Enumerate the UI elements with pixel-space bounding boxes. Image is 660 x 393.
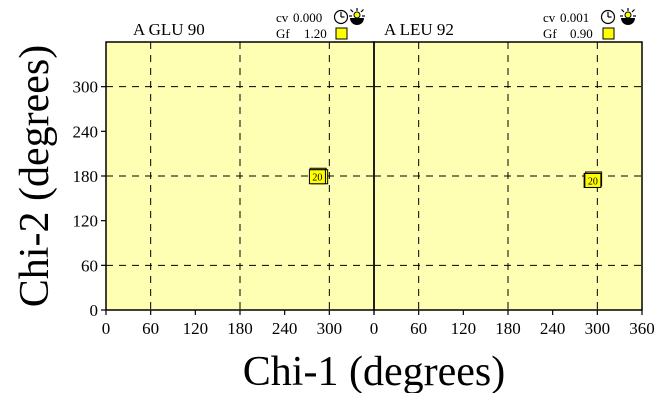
y-tick-label: 180	[73, 167, 99, 186]
x-tick-label: 180	[495, 319, 521, 338]
sun-icon	[349, 8, 365, 25]
yellow-square-icon	[335, 27, 348, 40]
x-tick-label: 240	[540, 319, 566, 338]
data-point	[584, 172, 602, 188]
y-axis-label: Chi-2 (degrees)	[12, 45, 58, 307]
clock-icon	[600, 9, 616, 25]
data-point-label: 20	[312, 173, 322, 184]
panel-right-title: A LEU 92	[384, 20, 454, 39]
yellow-square-icon	[602, 27, 615, 40]
x-tick-label: 0	[370, 319, 379, 338]
panel-left-cv-value: 0.000	[293, 10, 322, 25]
y-tick-label: 0	[90, 301, 99, 320]
x-tick-label: 120	[451, 319, 477, 338]
x-tick-label: 60	[142, 319, 159, 338]
x-tick-label: 0	[102, 319, 111, 338]
panel-left-cv-label: cv	[276, 10, 289, 25]
x-tick-label: 60	[410, 319, 427, 338]
data-point-label: 20	[588, 176, 598, 187]
y-tick-label: 300	[73, 78, 99, 97]
x-tick-label: 120	[183, 319, 209, 338]
tick-marks	[101, 86, 643, 315]
x-tick-label: 360	[629, 319, 655, 338]
x-tick-label: 300	[317, 319, 343, 338]
x-axis-label: Chi-1 (degrees)	[243, 349, 505, 393]
panel-right-cv-label: cv	[543, 10, 556, 25]
x-tick-label: 180	[227, 319, 253, 338]
panel-left-gf-value: 1.20	[304, 26, 327, 41]
y-tick-label: 60	[81, 256, 98, 275]
x-tick-label: 300	[585, 319, 611, 338]
panel-right-border	[373, 41, 643, 311]
y-tick-label: 120	[73, 212, 99, 231]
y-tick-label: 240	[73, 122, 99, 141]
panel-right-cv-value: 0.001	[560, 10, 589, 25]
panel-left-title: A GLU 90	[133, 20, 205, 39]
panel-right-gf-label: Gf	[543, 26, 557, 41]
sun-icon	[620, 8, 636, 25]
panel-right-gf-value: 0.90	[570, 26, 593, 41]
data-point	[308, 169, 326, 185]
x-tick-label: 240	[272, 319, 298, 338]
panel-left-gf-label: Gf	[276, 26, 290, 41]
x-tick-labels: 0 60 120 180 240 300 0 60 120 180 240 300 360	[102, 319, 655, 338]
y-tick-labels: 0 60 120 180 240 300	[73, 78, 99, 320]
clock-icon	[333, 9, 349, 25]
grid-lines	[106, 42, 642, 310]
data-points: 20 20	[308, 167, 603, 188]
